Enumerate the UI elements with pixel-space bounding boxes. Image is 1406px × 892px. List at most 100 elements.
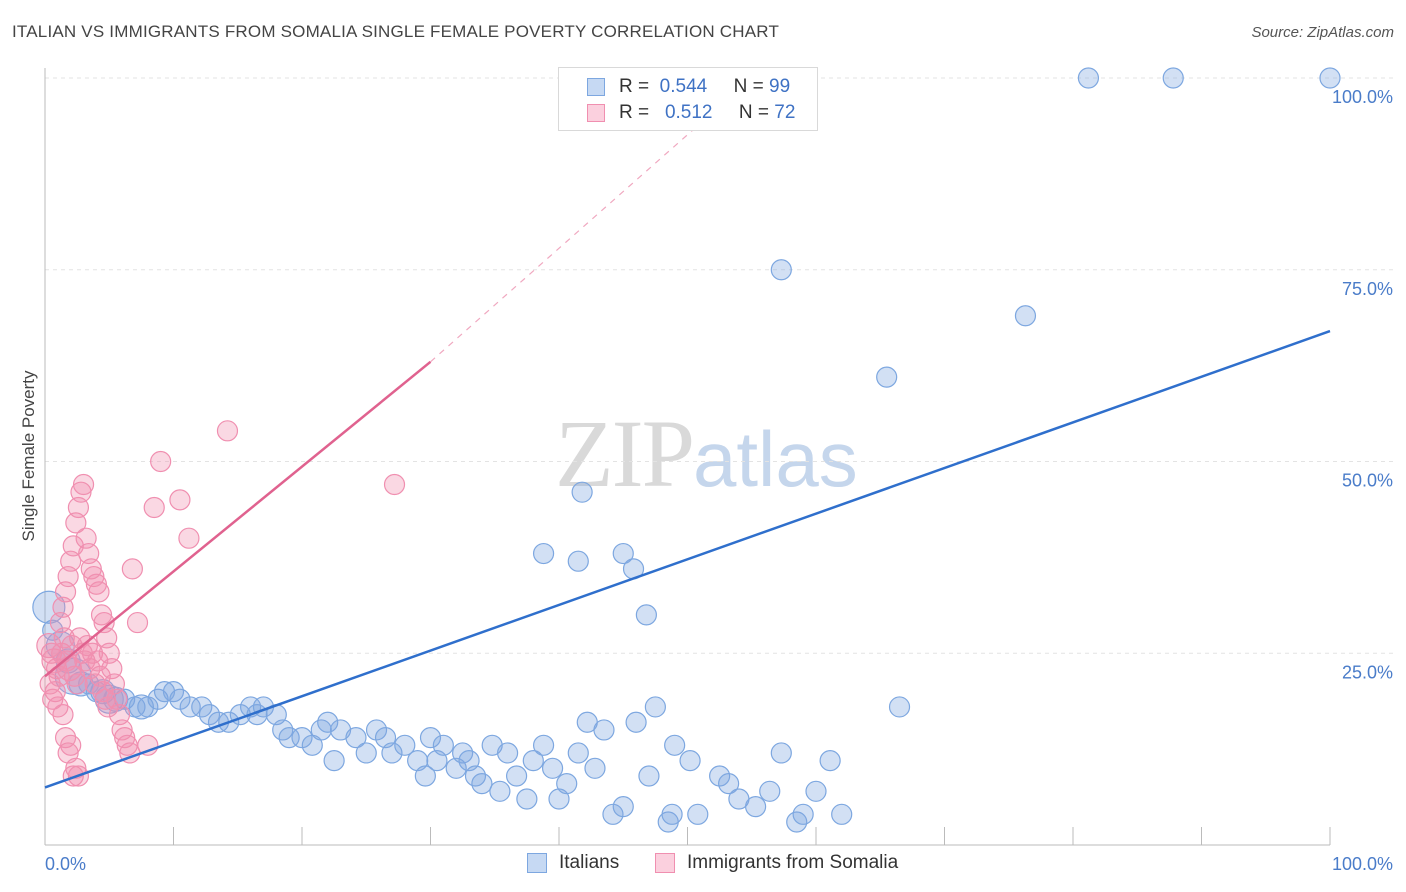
- x-tick-label: 100.0%: [1332, 854, 1393, 874]
- somalia-point: [88, 581, 110, 603]
- somalia-point: [57, 742, 79, 764]
- italians-point: [355, 742, 377, 764]
- somalia-point: [72, 473, 95, 496]
- y-tick-label: 75.0%: [1342, 279, 1393, 299]
- italians-point: [407, 750, 429, 772]
- y-axis-label: Single Female Poverty: [19, 370, 38, 542]
- italians-point: [644, 696, 666, 718]
- italians-point: [792, 803, 814, 825]
- italians-point: [770, 259, 792, 281]
- somalia-point: [75, 527, 97, 549]
- italians-point: [1319, 67, 1341, 89]
- italians-point: [432, 734, 454, 756]
- italians-point: [179, 696, 201, 718]
- somalia-point: [85, 573, 108, 595]
- italians-point: [805, 780, 827, 802]
- somalia-point: [150, 450, 172, 473]
- italians-point: [1162, 67, 1184, 89]
- italians-point: [317, 711, 339, 733]
- italians-point: [541, 757, 564, 779]
- legend-item-italians: Italians: [527, 852, 619, 874]
- italians-point: [770, 742, 792, 764]
- chart-title: ITALIAN VS IMMIGRANTS FROM SOMALIA SINGL…: [12, 22, 780, 41]
- legend-swatch-somalia: [587, 104, 605, 122]
- somalia-point: [178, 527, 200, 549]
- watermark-zip: ZIP: [555, 400, 695, 507]
- legend-row-italians: R = 0.544 N = 99: [587, 75, 790, 99]
- italians-point: [709, 765, 731, 787]
- legend-r-label: R =: [619, 76, 650, 97]
- legend-row-somalia: R = 0.512 N = 72: [587, 101, 795, 125]
- axes: [44, 68, 1331, 846]
- somalia-point: [126, 611, 149, 634]
- somalia-point: [216, 420, 239, 442]
- somalia-point: [44, 680, 66, 703]
- somalia-point: [60, 550, 82, 572]
- somalia-point: [54, 581, 77, 603]
- italians-point: [687, 803, 709, 825]
- italians-point: [759, 780, 781, 802]
- somalia-point: [121, 558, 143, 580]
- italians-point: [345, 727, 367, 749]
- italians-point: [365, 719, 388, 741]
- legend-r-label: R =: [619, 102, 650, 123]
- italians-point: [593, 719, 615, 741]
- italians-point: [819, 750, 841, 772]
- somalia-point: [108, 704, 131, 726]
- legend-n-value: 72: [774, 102, 796, 123]
- italians-point: [1014, 305, 1037, 327]
- italians-point: [556, 773, 578, 795]
- somalia-point: [97, 696, 119, 718]
- italians-point: [548, 788, 570, 810]
- italians-point: [191, 696, 213, 718]
- somalia-point: [103, 673, 125, 695]
- somalia-point: [67, 496, 90, 519]
- somalia-point: [49, 611, 72, 634]
- italians-point: [522, 750, 544, 772]
- axis-labels: 25.0% 50.0% 75.0% 100.0% 0.0% 100.0% Single Fe…: [19, 87, 1393, 874]
- grid: [45, 77, 1395, 654]
- italians-point: [516, 788, 538, 810]
- italians-point: [153, 680, 176, 703]
- watermark-atlas: atlas: [693, 415, 858, 503]
- italians-point: [888, 696, 911, 718]
- italians-trend-line: [44, 329, 1331, 789]
- somalia-point: [41, 648, 67, 674]
- somalia-point: [98, 642, 120, 664]
- italians-point: [612, 796, 634, 818]
- italians-point: [414, 765, 436, 787]
- italians-point: [278, 727, 300, 749]
- points: [32, 67, 1341, 833]
- somalia-point: [90, 604, 113, 626]
- legend-label-somalia: Immigrants from Somalia: [687, 852, 899, 873]
- italians-point: [718, 773, 740, 795]
- somalia-point: [96, 627, 118, 649]
- legend-n-value: 99: [769, 76, 791, 97]
- somalia-point: [65, 757, 87, 779]
- italians-point: [567, 550, 589, 572]
- italians-point: [42, 619, 64, 641]
- somalia-point: [63, 665, 86, 687]
- legend-swatch-italians: [527, 853, 547, 873]
- legend-swatch-somalia: [655, 853, 675, 873]
- italians-point: [394, 734, 416, 756]
- legend-n-label: N =: [738, 102, 770, 123]
- somalia-trend-line: [44, 360, 432, 678]
- italians-point: [661, 803, 683, 825]
- italians-point: [497, 742, 519, 764]
- watermark: ZIPatlas: [555, 398, 858, 509]
- italians-point: [571, 481, 593, 503]
- somalia-point: [106, 688, 128, 710]
- source-label: Source: ZipAtlas.com: [1251, 24, 1394, 41]
- legend-item-somalia: Immigrants from Somalia: [655, 852, 898, 874]
- italians-point: [664, 734, 686, 756]
- italians-point: [831, 803, 853, 825]
- somalia-point: [62, 535, 84, 557]
- legend-swatch-italians: [587, 78, 605, 96]
- legend-r-value: 0.512: [664, 102, 713, 123]
- legend-label-italians: Italians: [559, 852, 620, 873]
- italians-point: [419, 727, 442, 749]
- italians-point: [679, 750, 701, 772]
- italians-point: [584, 757, 606, 779]
